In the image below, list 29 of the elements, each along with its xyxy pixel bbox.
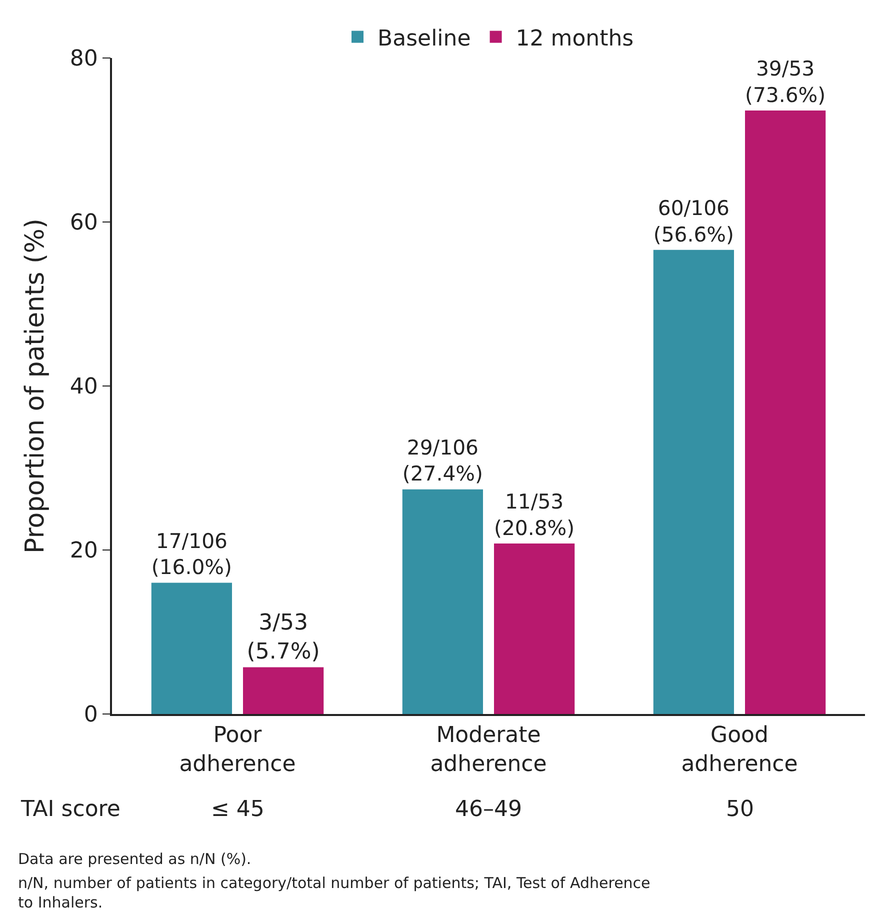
data-label: 11/53 (20.8%) — [494, 489, 575, 540]
x-tick-label: Poor adherence — [179, 723, 296, 777]
data-label: 3/53 (5.7%) — [246, 610, 320, 664]
text: Data are presented as n/N (%). — [18, 850, 252, 868]
legend-label: Baseline — [378, 26, 471, 52]
y-tick-label: 60 — [70, 210, 98, 236]
y-tick-label: 0 — [84, 702, 98, 728]
bar — [745, 110, 826, 714]
y-axis-title: Proportion of patients (%) — [20, 218, 51, 554]
text: 46–49 — [455, 797, 522, 822]
y-tick-label: 20 — [70, 538, 98, 564]
text: TAI score — [20, 797, 120, 822]
bar — [151, 582, 232, 714]
data-label: 39/53 (73.6%) — [745, 56, 826, 107]
y-tick-label: 40 — [70, 374, 98, 400]
bar — [243, 667, 324, 714]
bar — [653, 250, 734, 714]
x-tick-label: Good adherence — [681, 723, 798, 777]
legend-label: 12 months — [516, 26, 634, 52]
y-tick-label: 80 — [70, 46, 98, 72]
data-label: 60/106 (56.6%) — [653, 196, 734, 246]
text: ≤ 45 — [211, 797, 264, 822]
data-label: 29/106 (27.4%) — [402, 435, 483, 486]
text: 50 — [726, 797, 754, 822]
bar — [402, 489, 483, 714]
bar — [494, 543, 575, 714]
text: n/N, number of patients in category/total number of patients; TAI, Test of Adherence to Inhalers. — [18, 874, 650, 912]
data-label: 17/106 (16.0%) — [151, 528, 232, 580]
x-tick-label: Moderate adherence — [430, 723, 547, 777]
